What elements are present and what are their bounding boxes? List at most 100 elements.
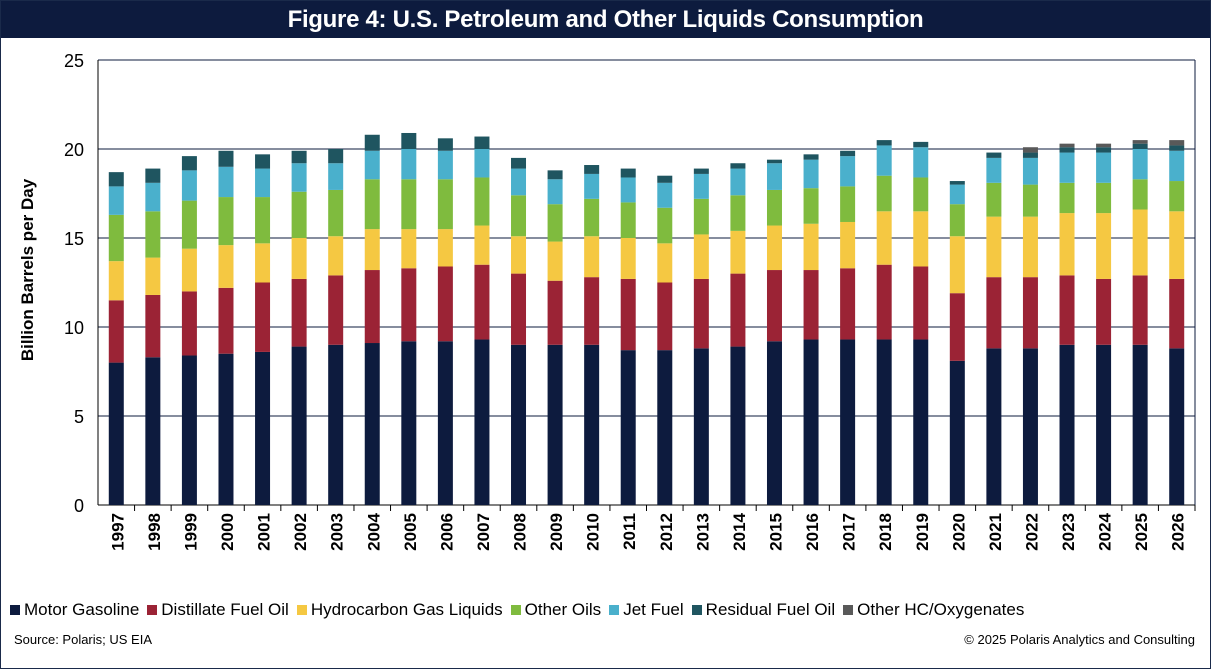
bar-2020-distillate-fuel-oil xyxy=(949,293,965,361)
y-tick-label-15: 15 xyxy=(64,229,84,249)
bar-2026-residual-fuel-oil xyxy=(1169,145,1185,151)
legend-swatch xyxy=(296,605,307,615)
bar-2008-other-oils xyxy=(511,195,527,237)
legend-item: Other Oils xyxy=(510,600,601,620)
bar-2017-other-oils xyxy=(840,186,856,222)
copyright-note: © 2025 Polaris Analytics and Consulting xyxy=(964,632,1195,647)
bar-2018-distillate-fuel-oil xyxy=(876,264,892,340)
bar-2018-hydrocarbon-gas-liquids xyxy=(876,211,892,265)
legend-label: Jet Fuel xyxy=(623,600,684,619)
bar-2026-distillate-fuel-oil xyxy=(1169,278,1185,349)
bar-2024-hydrocarbon-gas-liquids xyxy=(1096,213,1112,279)
bar-1999-hydrocarbon-gas-liquids xyxy=(181,248,197,292)
bar-2000-motor-gasoline xyxy=(218,353,234,505)
bar-2007-motor-gasoline xyxy=(474,339,490,505)
bar-2010-motor-gasoline xyxy=(584,344,600,505)
bar-2014-other-oils xyxy=(730,195,746,231)
bar-2013-other-oils xyxy=(693,198,709,235)
bar-2023-motor-gasoline xyxy=(1059,344,1075,505)
bar-2001-jet-fuel xyxy=(255,168,271,198)
bar-2019-residual-fuel-oil xyxy=(913,141,929,148)
bar-2022-residual-fuel-oil xyxy=(1022,152,1038,158)
bar-1997-other-oils xyxy=(108,214,124,262)
bar-2007-other-oils xyxy=(474,177,490,226)
bar-2011-motor-gasoline xyxy=(620,350,636,505)
x-tick-label-2003: 2003 xyxy=(328,513,347,551)
x-tick-label-2006: 2006 xyxy=(437,513,456,551)
bar-2009-other-oils xyxy=(547,204,563,242)
bar-2024-residual-fuel-oil xyxy=(1096,147,1112,153)
bar-2000-jet-fuel xyxy=(218,166,234,198)
bar-2003-jet-fuel xyxy=(328,163,344,190)
bar-2001-distillate-fuel-oil xyxy=(255,282,271,352)
bar-2007-distillate-fuel-oil xyxy=(474,264,490,340)
y-tick-label-25: 25 xyxy=(64,51,84,71)
bar-2009-residual-fuel-oil xyxy=(547,170,563,180)
bar-2014-jet-fuel xyxy=(730,168,746,196)
bar-2012-motor-gasoline xyxy=(657,350,673,505)
bar-2020-hydrocarbon-gas-liquids xyxy=(949,236,965,294)
legend-item: Motor Gasoline xyxy=(10,600,139,620)
x-tick-label-2008: 2008 xyxy=(511,513,530,551)
y-tick-label-10: 10 xyxy=(64,318,84,338)
bar-2000-hydrocarbon-gas-liquids xyxy=(218,245,234,288)
y-axis-title: Billion Barrels per Day xyxy=(18,178,37,362)
bar-2008-hydrocarbon-gas-liquids xyxy=(511,236,527,274)
bar-2015-motor-gasoline xyxy=(766,341,782,505)
bar-2004-jet-fuel xyxy=(364,150,380,180)
bar-2008-residual-fuel-oil xyxy=(511,157,527,169)
bar-2022-motor-gasoline xyxy=(1022,348,1038,505)
x-tick-label-2005: 2005 xyxy=(401,513,420,551)
bar-2000-other-oils xyxy=(218,197,234,246)
bar-2019-other-oils xyxy=(913,177,929,212)
bar-2021-residual-fuel-oil xyxy=(986,152,1002,158)
bar-2026-other-hc-oxygenates xyxy=(1169,140,1185,146)
bar-2006-other-oils xyxy=(437,179,453,230)
bar-2016-motor-gasoline xyxy=(803,339,819,505)
bar-2016-residual-fuel-oil xyxy=(803,154,819,160)
bar-2007-jet-fuel xyxy=(474,149,490,178)
x-tick-label-2013: 2013 xyxy=(693,513,712,551)
bar-2021-jet-fuel xyxy=(986,157,1002,183)
bar-1998-motor-gasoline xyxy=(145,357,161,505)
bar-2025-other-hc-oxygenates xyxy=(1132,140,1148,144)
x-tick-label-2025: 2025 xyxy=(1132,513,1151,551)
bar-2001-motor-gasoline xyxy=(255,351,271,505)
x-tick-label-2010: 2010 xyxy=(584,513,603,551)
bar-2010-other-oils xyxy=(584,198,600,237)
bar-2021-motor-gasoline xyxy=(986,348,1002,505)
bar-2016-jet-fuel xyxy=(803,159,819,189)
bar-2003-residual-fuel-oil xyxy=(328,149,344,164)
legend-swatch xyxy=(691,605,702,615)
bar-2003-hydrocarbon-gas-liquids xyxy=(328,236,344,276)
x-tick-label-2011: 2011 xyxy=(620,513,639,550)
bar-2002-jet-fuel xyxy=(291,163,307,192)
bar-2020-residual-fuel-oil xyxy=(949,181,965,185)
bar-2003-other-oils xyxy=(328,189,344,237)
bar-2023-other-oils xyxy=(1059,182,1075,214)
bar-2026-hydrocarbon-gas-liquids xyxy=(1169,211,1185,279)
bar-2013-residual-fuel-oil xyxy=(693,168,709,174)
bar-1999-jet-fuel xyxy=(181,170,197,201)
bar-2025-other-oils xyxy=(1132,179,1148,210)
bar-1998-hydrocarbon-gas-liquids xyxy=(145,257,161,295)
bar-2023-distillate-fuel-oil xyxy=(1059,275,1075,345)
bar-1998-residual-fuel-oil xyxy=(145,168,161,183)
bar-1999-residual-fuel-oil xyxy=(181,156,197,171)
bar-2005-motor-gasoline xyxy=(401,341,417,505)
legend-swatch xyxy=(510,605,521,615)
bar-2006-motor-gasoline xyxy=(437,341,453,505)
x-tick-label-2009: 2009 xyxy=(547,513,566,551)
bar-2014-motor-gasoline xyxy=(730,346,746,505)
bar-2009-motor-gasoline xyxy=(547,344,563,505)
bar-2011-distillate-fuel-oil xyxy=(620,278,636,351)
legend-label: Distillate Fuel Oil xyxy=(161,600,289,619)
bar-2004-motor-gasoline xyxy=(364,343,380,505)
bar-2001-other-oils xyxy=(255,197,271,244)
bar-2017-residual-fuel-oil xyxy=(840,150,856,157)
legend-swatch xyxy=(147,605,158,615)
x-tick-label-2018: 2018 xyxy=(876,513,895,551)
legend-label: Residual Fuel Oil xyxy=(705,600,836,619)
x-tick-label-2007: 2007 xyxy=(474,513,493,551)
